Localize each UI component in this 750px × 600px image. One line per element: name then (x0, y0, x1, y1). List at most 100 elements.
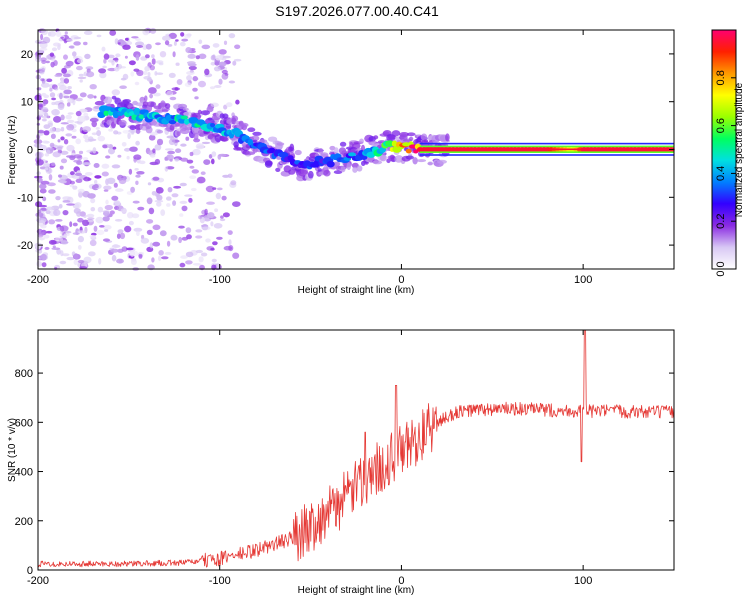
spectrogram-ridge-cell (138, 114, 146, 119)
spectrogram-noise-cell (39, 188, 47, 194)
spectrogram-noise-cell (128, 168, 133, 175)
spectrogram-y-axis-title: Frequency (Hz) (7, 116, 18, 185)
spectrogram-noise-cell (108, 128, 113, 132)
spectrogram-noise-cell (180, 255, 188, 259)
spectrogram-noise-cell (63, 233, 70, 237)
y-tick-label: -10 (17, 192, 33, 204)
spectrogram-noise-cell (64, 31, 68, 35)
spectrogram-noise-cell (138, 253, 143, 259)
spectrogram-noise-cell (117, 229, 124, 234)
spectrogram-noise-cell (96, 229, 105, 236)
spectrogram-noise-cell (136, 171, 145, 175)
spectrogram-noise-cell (86, 71, 95, 78)
spectrogram-noise-cell (76, 211, 82, 217)
y-tick-label: 0 (27, 145, 33, 157)
spectrogram-noise-cell (92, 147, 97, 154)
spectrogram-noise-cell (151, 54, 155, 59)
y-tick-label: 0 (27, 565, 33, 577)
spectrogram-noise-cell (52, 151, 61, 158)
spectrogram-noise-cell (47, 182, 56, 187)
spectrogram-noise-cell (79, 79, 83, 83)
spectrogram-noise-cell (89, 117, 99, 123)
spectrogram-noise-cell (43, 112, 49, 117)
spectrogram-noise-cell (90, 232, 97, 236)
spectrogram-noise-cell (230, 180, 237, 186)
spectrogram-noise-cell (69, 221, 73, 228)
spectrogram-noise-cell (187, 53, 196, 59)
spectrogram-noise-cell (77, 188, 85, 194)
spectrogram-tone-band (419, 145, 674, 148)
spectrogram-noise-cell (189, 165, 195, 169)
spectrogram-halo-cell (247, 127, 256, 132)
spectrogram-halo-cell (207, 117, 213, 121)
spectrogram-noise-cell (154, 71, 158, 76)
spectrogram-noise-cell (221, 57, 227, 61)
spectrogram-noise-cell (185, 227, 192, 234)
spectrogram-noise-cell (185, 47, 192, 54)
spectrogram-noise-cell (228, 245, 234, 252)
spectrogram-noise-cell (51, 162, 56, 166)
spectrogram-halo-cell (104, 96, 113, 104)
spectrogram-noise-cell (48, 219, 56, 225)
spectrogram-noise-cell (87, 219, 94, 223)
spectrogram-noise-cell (145, 43, 152, 50)
spectrogram-noise-cell (45, 54, 51, 60)
spectrogram-halo-cell (208, 131, 214, 140)
spectrogram-halo-cell (445, 133, 450, 142)
spectrogram-noise-cell (39, 183, 47, 190)
spectrogram-noise-cell (51, 97, 56, 101)
spectrogram-noise-cell (55, 196, 61, 201)
spectrogram-ridge-cell (268, 147, 276, 154)
spectrogram-noise-cell (167, 187, 173, 193)
spectrogram-noise-cell (60, 230, 64, 235)
spectrogram-noise-cell (125, 37, 129, 41)
x-tick-label: 0 (398, 274, 404, 286)
spectrogram-noise-cell (72, 51, 77, 57)
spectrogram-noise-cell (38, 103, 43, 107)
spectrogram-noise-cell (54, 144, 59, 149)
spectrogram-noise-cell (135, 41, 144, 47)
spectrogram-noise-cell (67, 112, 74, 115)
spectrogram-noise-cell (148, 207, 155, 215)
spectrogram-noise-cell (106, 177, 116, 184)
spectrogram-noise-cell (89, 234, 97, 239)
spectrogram-noise-cell (98, 258, 102, 265)
spectrogram-noise-cell (36, 260, 41, 267)
spectrogram-noise-cell (37, 218, 47, 223)
spectrogram-noise-cell (198, 215, 203, 220)
spectrogram-halo-cell (226, 123, 232, 129)
spectrogram-tone-band (419, 142, 674, 145)
spectrogram-noise-cell (190, 187, 197, 192)
spectrogram-halo-cell (176, 130, 181, 137)
spectrogram-halo-cell (427, 162, 433, 166)
spectrogram-ridge-cell (391, 140, 398, 147)
spectrogram-halo-cell (323, 169, 331, 177)
spectrogram-noise-cell (41, 92, 47, 97)
spectrogram-noise-cell (195, 55, 200, 60)
spectrogram-halo-cell (408, 136, 414, 142)
spectrogram-noise-cell (73, 36, 82, 40)
spectrogram-noise-cell (76, 58, 84, 64)
spectrogram-halo-cell (334, 161, 340, 167)
spectrogram-noise-cell (154, 144, 162, 151)
spectrogram-noise-cell (232, 252, 240, 259)
spectrogram-noise-cell (78, 73, 84, 77)
spectrogram-noise-cell (153, 92, 161, 97)
spectrogram-noise-cell (166, 240, 171, 247)
spectrogram-noise-cell (180, 157, 189, 162)
spectrogram-noise-cell (57, 104, 65, 110)
spectrogram-noise-cell (151, 257, 155, 263)
spectrogram-noise-cell (95, 126, 100, 130)
spectrogram-noise-cell (186, 234, 192, 240)
spectrogram-noise-cell (218, 78, 223, 85)
spectrogram-noise-cell (38, 231, 45, 236)
spectrogram-noise-cell (90, 198, 96, 204)
spectrogram-noise-cell (135, 54, 140, 61)
spectrogram-noise-cell (84, 53, 91, 60)
spectrogram-noise-cell (221, 69, 228, 74)
spectrogram-noise-cell (41, 28, 48, 36)
spectrogram-noise-cell (194, 96, 199, 100)
spectrogram-halo-cell (307, 170, 314, 179)
